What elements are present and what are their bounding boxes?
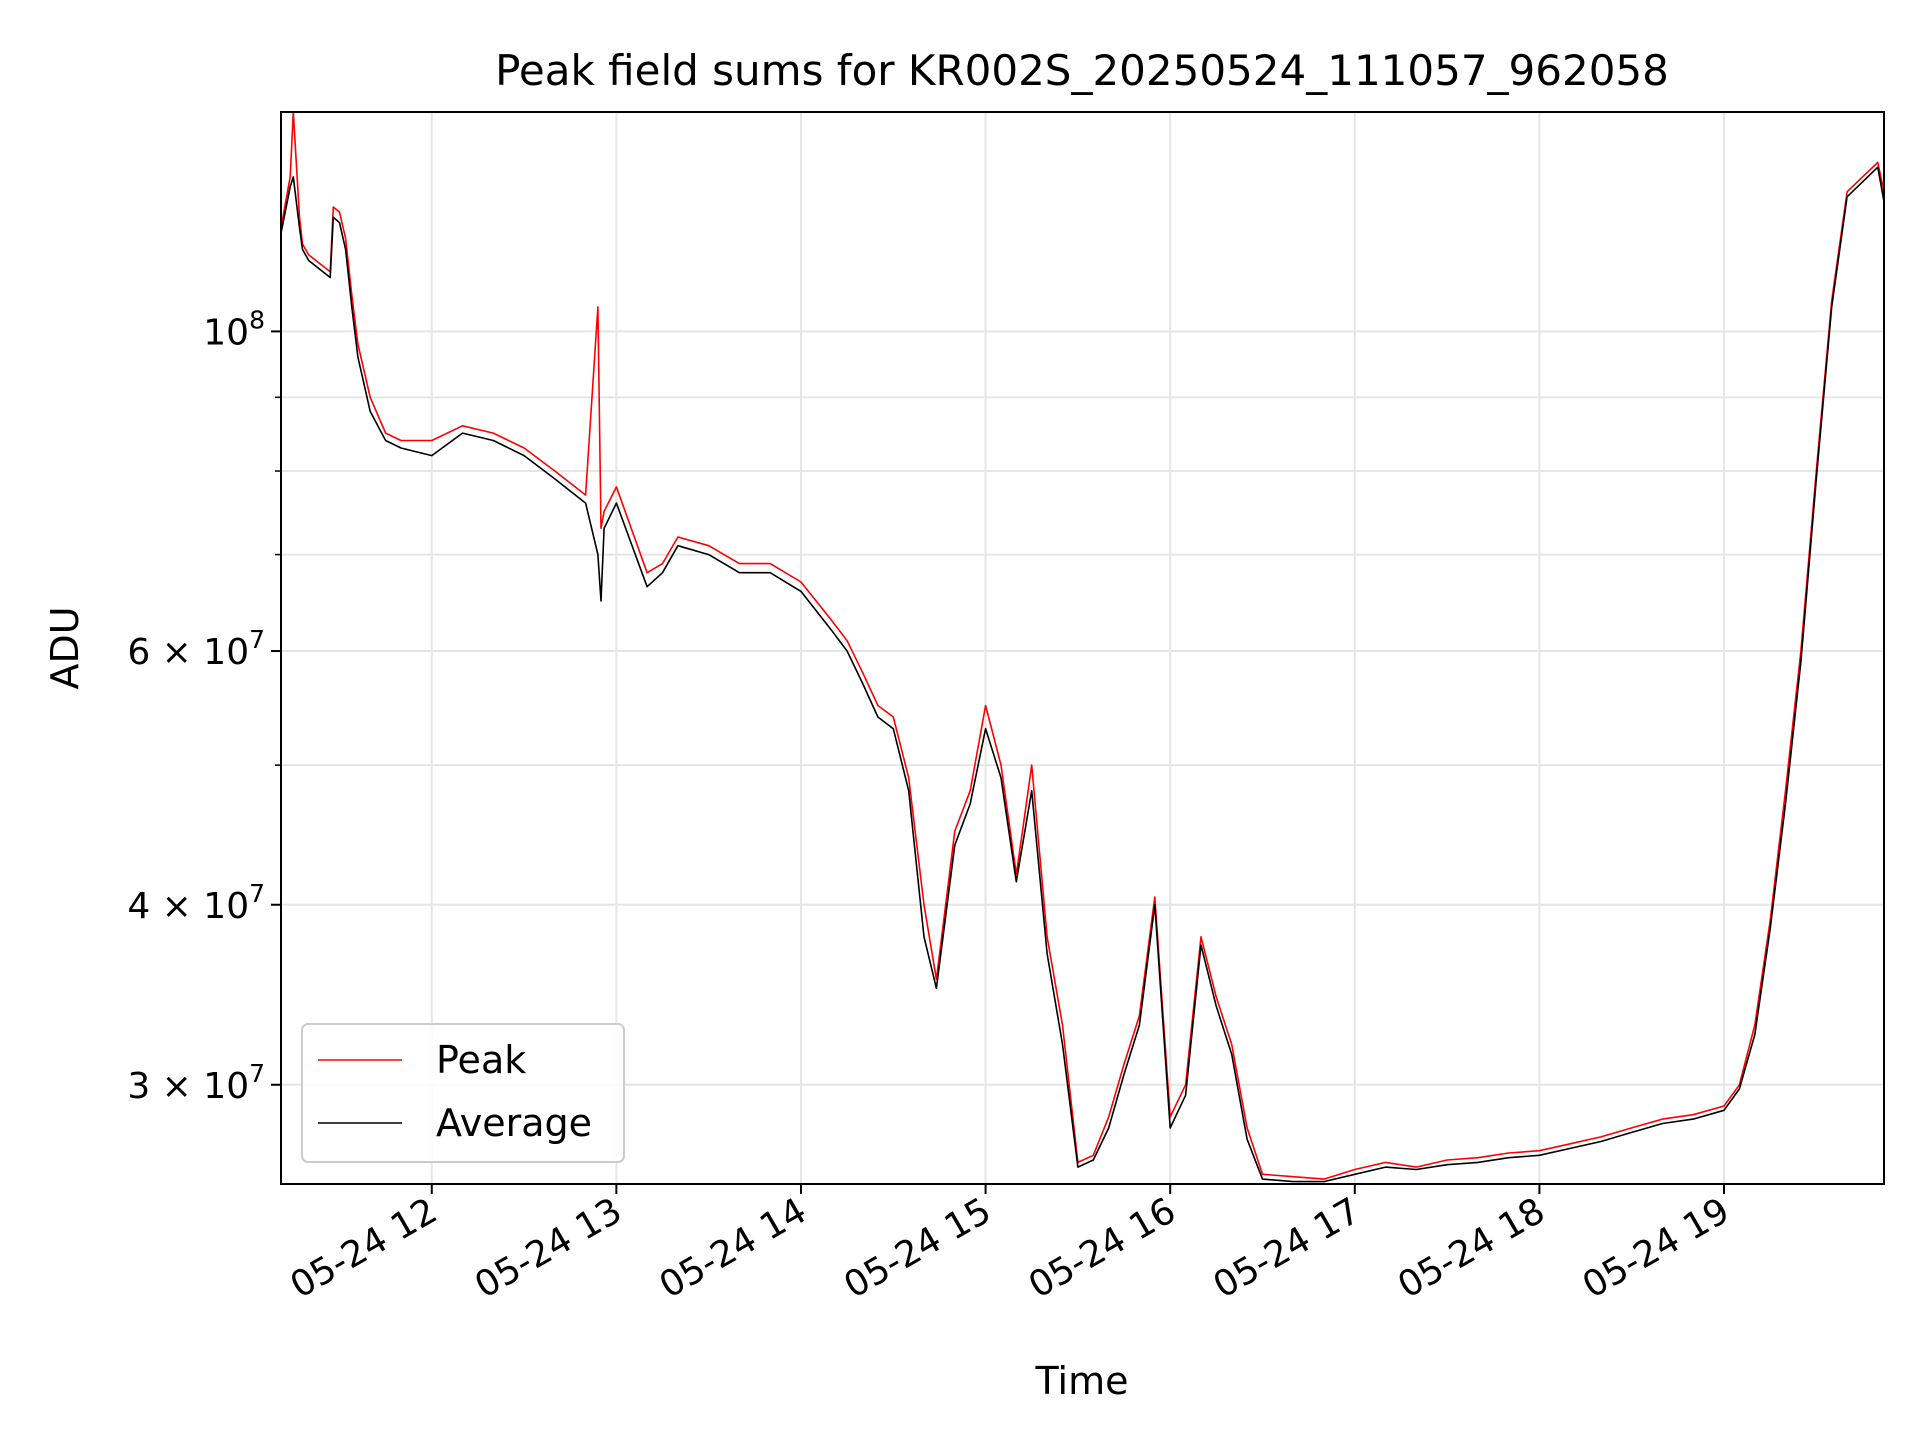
y-tick-label: 6 × 107 [127, 625, 265, 673]
chart-title: Peak field sums for KR002S_20250524_1110… [495, 46, 1669, 95]
series-layer [281, 112, 1884, 1183]
y-tick-label: 4 × 107 [127, 879, 265, 927]
y-tick-label: 108 [203, 305, 265, 353]
plot-frame [280, 111, 1885, 1185]
legend-average-label: Average [436, 1101, 592, 1145]
legend: Peak Average [301, 1023, 625, 1163]
series-line-average [281, 166, 1884, 1183]
legend-peak-label: Peak [436, 1038, 526, 1082]
x-axis-label: Time [1035, 1359, 1129, 1403]
y-axis: 108 6 × 107 4 × 107 3 × 107 [127, 305, 281, 1107]
legend-box [301, 1023, 625, 1163]
y-axis-label: ADU [43, 606, 87, 689]
y-tick-label: 3 × 107 [127, 1059, 265, 1107]
series-line-peak [281, 112, 1884, 1180]
grid [281, 112, 1884, 1184]
